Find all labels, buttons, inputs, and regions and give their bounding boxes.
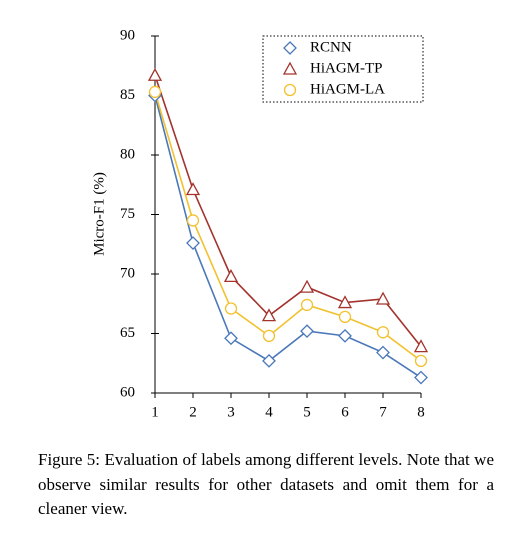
marker — [338, 328, 352, 343]
marker — [300, 324, 314, 339]
y-tick-label: 85 — [120, 87, 135, 103]
legend-label: HiAGM-LA — [310, 81, 385, 97]
legend-marker — [283, 41, 297, 55]
series-line — [154, 95, 422, 379]
marker — [413, 339, 429, 353]
series-line — [154, 75, 422, 348]
x-tick-label: 8 — [417, 404, 425, 420]
marker — [223, 269, 239, 283]
x-tick-label: 6 — [341, 404, 349, 420]
marker — [147, 67, 163, 81]
x-tick-label: 4 — [265, 404, 273, 420]
x-tick-label: 7 — [379, 404, 387, 420]
marker — [224, 331, 238, 346]
y-tick-label: 60 — [120, 384, 135, 400]
y-tick-label: 80 — [120, 146, 135, 162]
marker — [375, 291, 391, 305]
marker — [337, 295, 353, 309]
marker — [186, 236, 200, 250]
marker — [262, 329, 276, 343]
legend-label: RCNN — [310, 39, 352, 55]
marker — [414, 354, 428, 368]
series-line — [154, 91, 422, 362]
marker — [414, 370, 428, 385]
x-tick-label: 3 — [227, 404, 235, 420]
marker — [186, 214, 200, 227]
marker — [148, 85, 162, 99]
chart: Micro-F1 (%) 60 65 70 75 80 85 90 1 2 3 4 5 6 7 8 RCNN H… — [91, 27, 429, 420]
marker — [262, 353, 276, 368]
marker — [261, 308, 277, 322]
y-tick-label: 65 — [120, 325, 135, 341]
y-tick-label: 75 — [120, 206, 135, 222]
y-tick-label: 70 — [120, 265, 135, 281]
x-tick-label: 1 — [151, 404, 159, 420]
marker — [338, 310, 352, 323]
y-tick-label: 90 — [120, 27, 135, 43]
marker — [224, 302, 238, 315]
caption: Figure 5: Evaluation of labels among dif… — [38, 450, 494, 518]
x-tick-label: 2 — [189, 404, 197, 420]
x-tick-label: 5 — [303, 404, 311, 420]
marker — [185, 182, 201, 196]
legend-label: HiAGM-TP — [310, 60, 383, 76]
legend-marker — [283, 83, 297, 97]
marker — [376, 345, 390, 360]
marker — [300, 298, 314, 312]
marker — [376, 326, 390, 339]
marker — [299, 279, 315, 293]
y-axis-label: Micro-F1 (%) — [91, 172, 107, 256]
legend-marker — [282, 61, 298, 75]
